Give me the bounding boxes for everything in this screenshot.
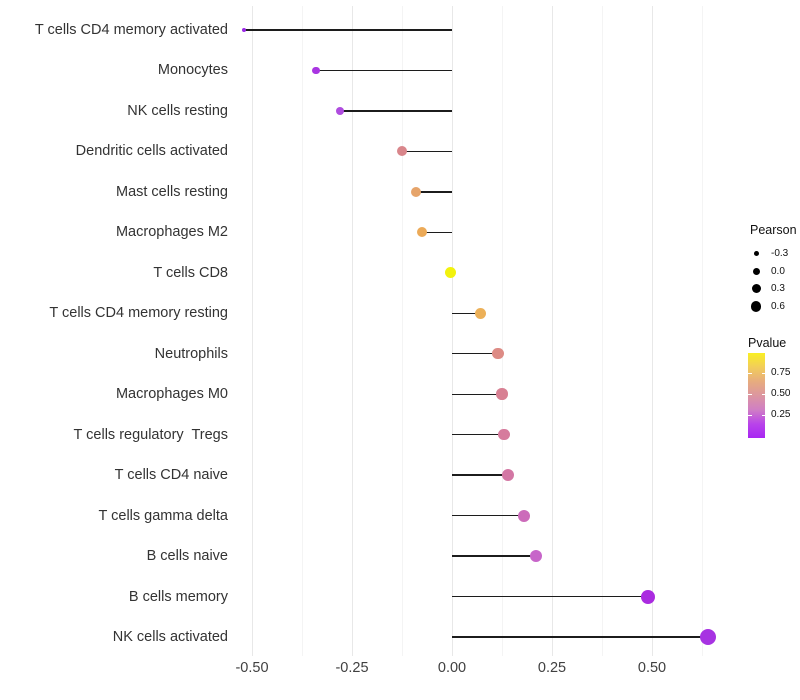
data-point [397,146,407,157]
lollipop-stem [452,555,536,557]
data-point [241,27,247,33]
category-label: B cells memory [128,588,228,605]
colorbar-tick [748,415,752,416]
data-point [312,66,320,75]
category-label: Mast cells resting [115,183,228,200]
data-point [444,267,456,279]
x-tick-label: 0.25 [537,660,567,676]
legend-size-dot-icon [751,284,761,294]
colorbar-tick [761,394,765,395]
data-point [700,629,716,645]
minor-gridline [502,6,503,656]
legend-key-cell [749,247,763,261]
category-label: Macrophages M2 [115,224,228,241]
lollipop-stem [244,29,452,31]
category-label: NK cells activated [112,629,228,645]
lollipop-stem [452,595,648,598]
pearson-legend-title: Pearson [750,223,797,237]
category-label: B cells naive [146,548,228,565]
lollipop-stem [452,433,504,436]
pvalue-legend-title: Pvalue [748,336,787,350]
minor-gridline [302,6,303,656]
x-tick-label: -0.50 [235,660,269,676]
pvalue-color-legend: Pvalue 0.75 0.50 0.25 [742,335,800,438]
category-label: T cells CD8 [153,264,228,281]
lollipop-stem [452,353,498,355]
pearson-legend-entry: -0.3 [742,245,800,263]
colorbar-label: 0.25 [771,409,791,420]
lollipop-stem [316,69,452,72]
data-point [498,428,510,441]
x-tick-label: 0.50 [637,660,667,676]
lollipop-stem [452,474,508,476]
legend-entry-label: 0.0 [771,265,785,277]
colorbar-label: 0.75 [771,367,791,378]
lollipop-stem [422,231,452,234]
legend-size-dot-icon [753,251,759,257]
pearson-legend-entry: 0.6 [742,298,800,316]
lollipop-stem [452,514,524,517]
colorbar-label: 0.50 [771,388,791,399]
colorbar-tick [748,373,752,374]
x-tick-label: -0.25 [335,660,369,676]
major-gridline [252,6,253,656]
legend-key-cell [749,299,763,313]
minor-gridline [702,6,703,656]
lollipop-stem [452,393,502,395]
legend-entry-label: -0.3 [771,248,789,260]
data-point [496,388,508,400]
data-point [492,347,504,360]
minor-gridline [602,6,603,656]
pvalue-colorbar [748,353,765,438]
data-point [641,589,655,604]
x-tick-label: 0.00 [437,660,467,676]
legend-entry-label: 0.6 [771,300,785,312]
colorbar-tick [761,415,765,416]
minor-gridline [402,6,403,656]
data-point [411,186,421,197]
major-gridline [652,6,653,656]
category-label: T cells regulatory Tregs [73,426,228,443]
lollipop-stem [416,191,452,193]
category-label: T cells CD4 memory activated [34,22,228,38]
major-gridline [552,6,553,656]
legend-key-cell [749,264,763,278]
category-label: Dendritic cells activated [75,143,228,160]
lollipop-stem [452,636,708,638]
legend-size-dot-icon [750,301,762,312]
major-gridline [352,6,353,656]
pearson-legend-entries: -0.3 0.0 0.3 0.6 [742,245,800,315]
pearson-legend-entry: 0.3 [742,280,800,298]
lollipop-stem [452,312,480,314]
lollipop-stem [402,150,452,153]
category-label: NK cells resting [127,102,228,119]
category-label: Monocytes [157,62,228,79]
major-gridline [452,6,453,656]
colorbar-tick [761,373,765,374]
legend-key-cell [749,282,763,296]
lollipop-stem [340,110,452,112]
category-label: T cells gamma delta [98,507,228,524]
category-label: T cells CD4 naive [114,467,228,484]
pearson-size-legend: Pearson -0.3 0.0 0.3 0.6 [742,222,800,315]
category-label: T cells CD4 memory resting [49,305,228,322]
category-label: Macrophages M0 [115,386,228,403]
pearson-legend-entry: 0.0 [742,263,800,281]
legend-entry-label: 0.3 [771,283,785,295]
data-point [529,549,543,563]
data-point [518,509,530,522]
data-point [502,469,514,482]
category-label: Neutrophils [154,345,228,362]
colorbar-tick [748,394,752,395]
data-point [417,227,427,238]
data-point [474,307,486,319]
data-point [335,106,345,116]
legend-size-dot-icon [752,267,760,275]
